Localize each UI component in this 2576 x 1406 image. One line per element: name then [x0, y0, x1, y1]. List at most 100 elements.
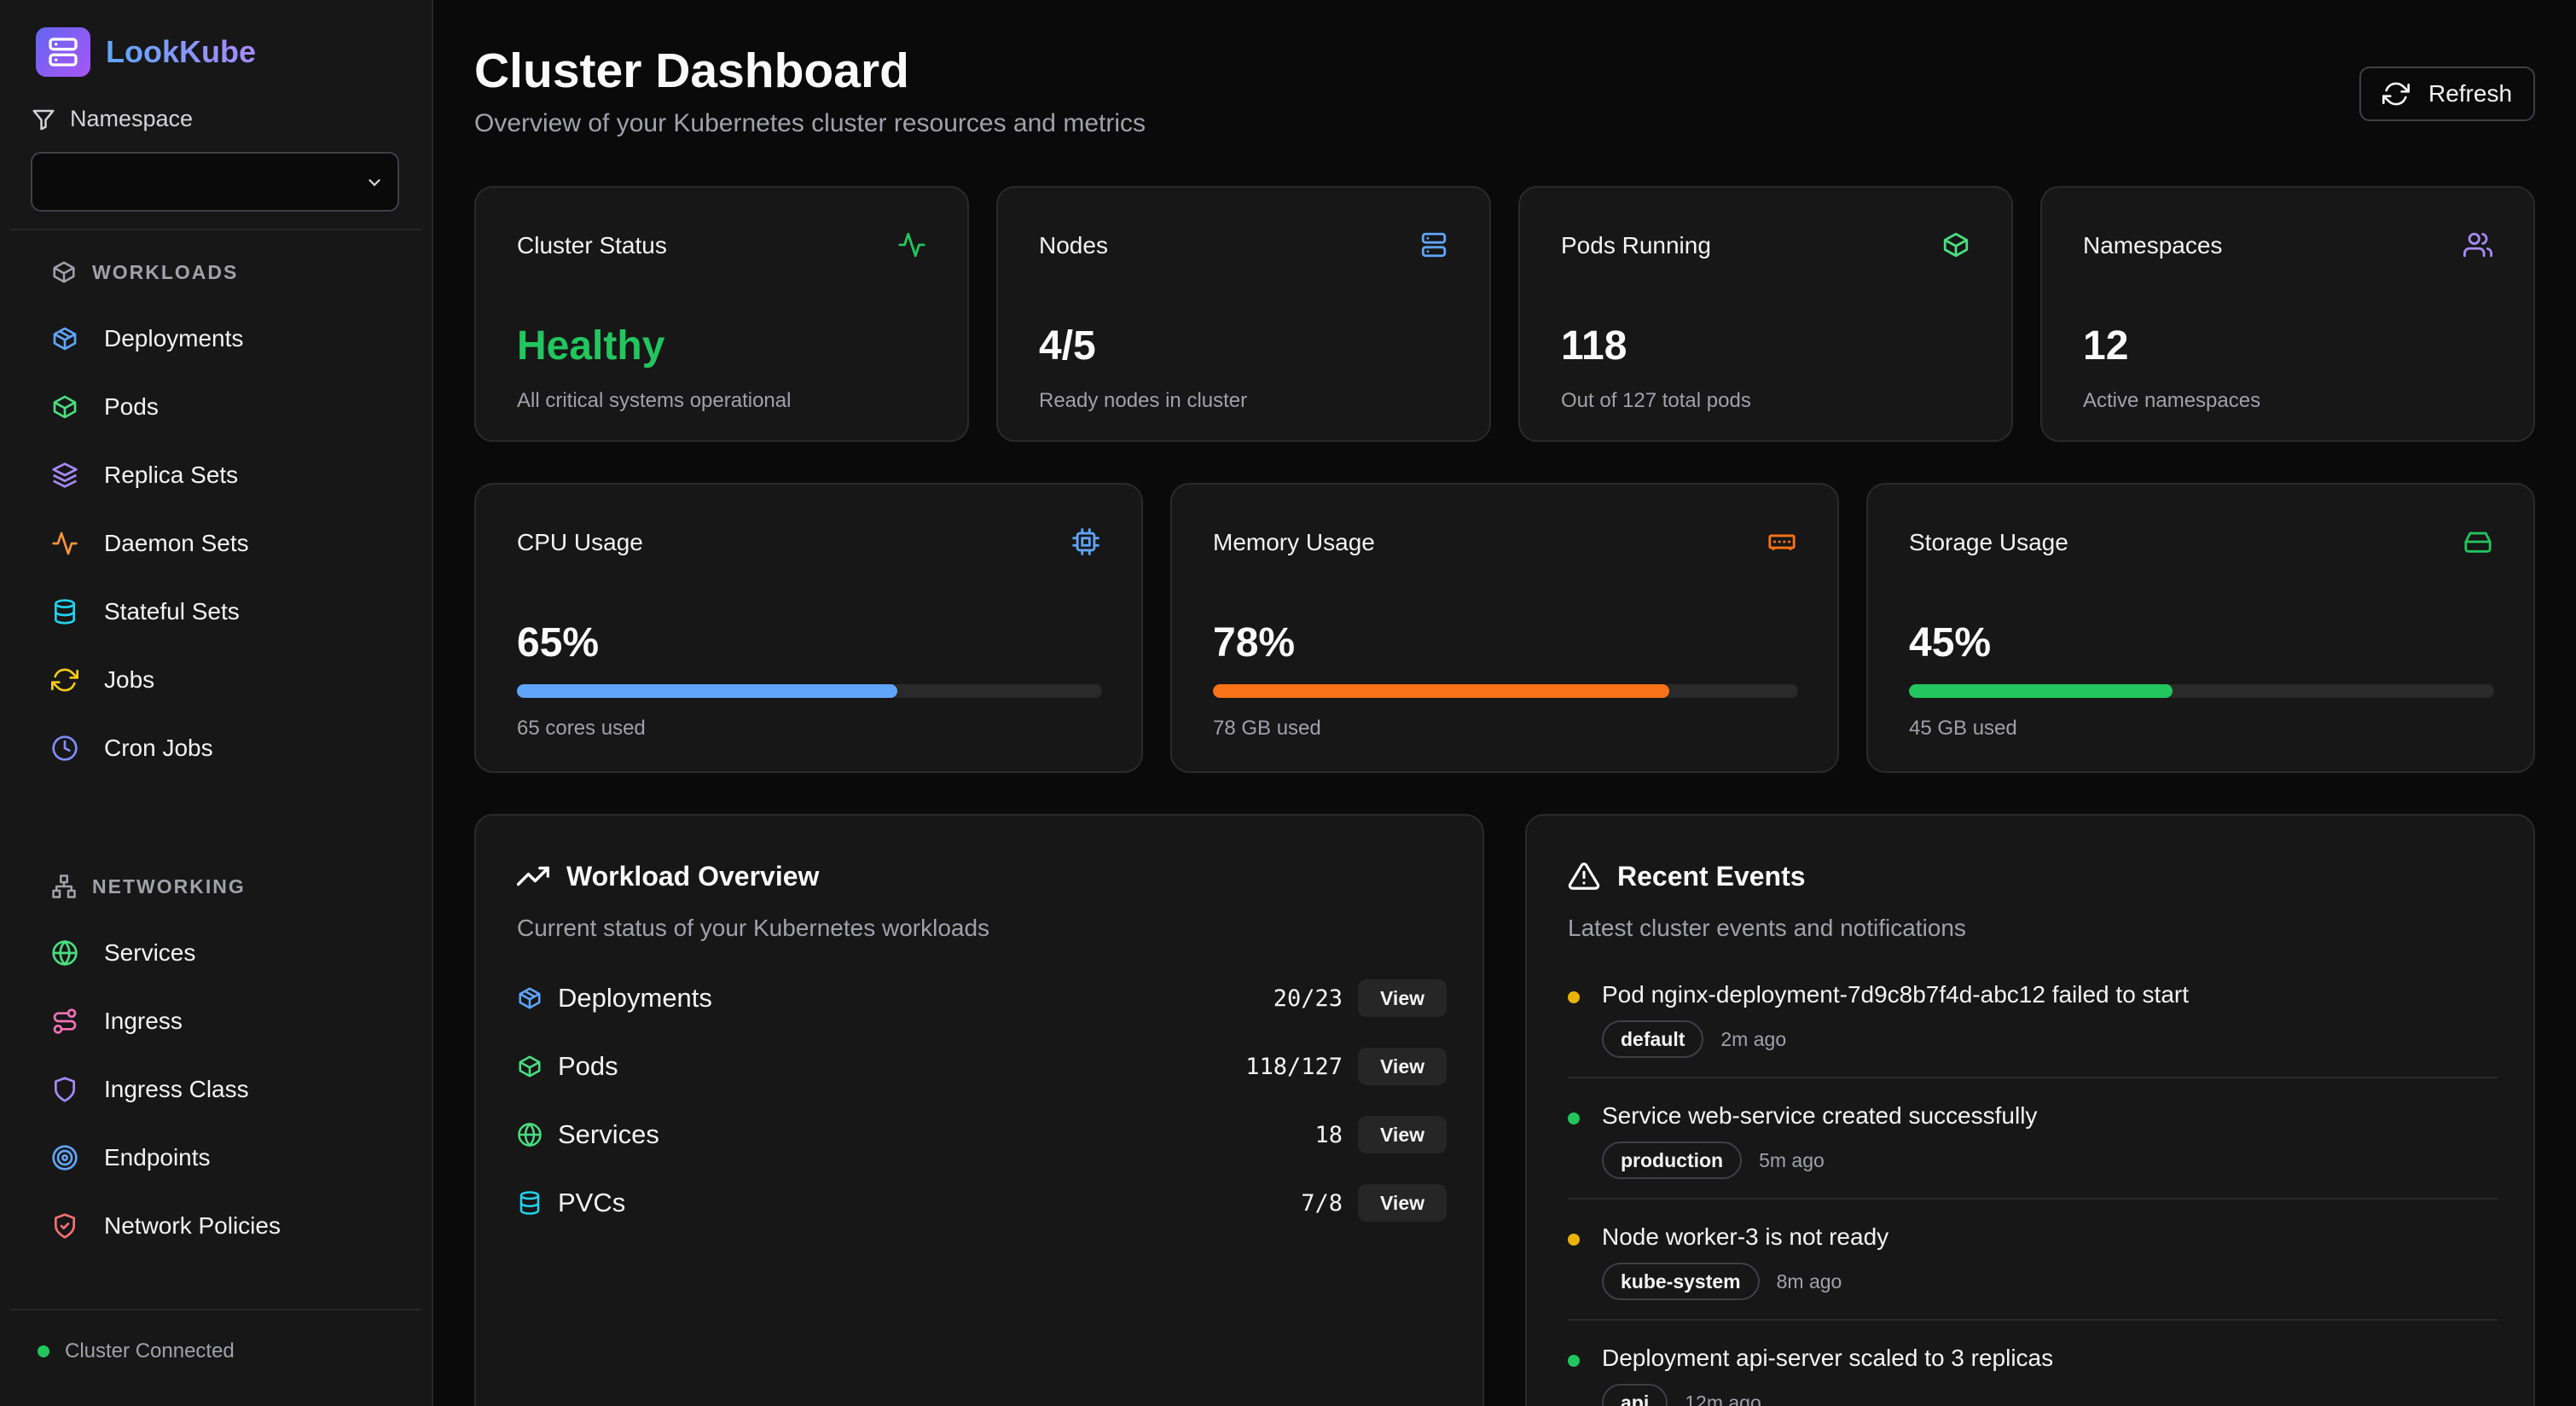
stat-card-pods-running: Pods Running 118 Out of 127 total pods [1518, 186, 2013, 442]
shield-icon [54, 1077, 75, 1102]
stat-value: 4/5 [1039, 323, 1096, 369]
sidebar-item-label: Daemon Sets [104, 530, 249, 556]
sidebar: LookKube Namespace WORKLOADS Deployments… [0, 0, 433, 1406]
stat-value: Healthy [517, 323, 665, 369]
workload-row-pvcs: PVCs 7/8 View [517, 1182, 1447, 1223]
pod-cube-icon [53, 395, 77, 419]
stat-subtext: Ready nodes in cluster [1039, 389, 1248, 412]
chevron-down-icon [368, 179, 380, 187]
sidebar-item-label: Services [104, 939, 196, 966]
event-severity-dot [1568, 1113, 1580, 1124]
pod-cube-icon [1943, 232, 1969, 258]
event-message: Deployment api-server scaled to 3 replic… [1602, 1345, 2054, 1371]
event-namespace-badge: production [1602, 1142, 1743, 1179]
event-time: 12m ago [1685, 1391, 1761, 1406]
filter-icon [32, 109, 55, 130]
sidebar-item-jobs[interactable]: Jobs [51, 654, 409, 706]
workload-count: 18 [1314, 1121, 1343, 1148]
sidebar-item-services[interactable]: Services [51, 927, 409, 979]
networking-section-title: NETWORKING [51, 874, 246, 899]
stat-title: Namespaces [2083, 232, 2223, 259]
sidebar-item-stateful-sets[interactable]: Stateful Sets [51, 586, 409, 637]
sidebar-item-label: Stateful Sets [104, 598, 240, 625]
event-namespace-badge: kube-system [1602, 1263, 1760, 1300]
deployments-icon [519, 987, 541, 1009]
namespace-label-text: Namespace [70, 106, 194, 131]
workload-row-deployments: Deployments 20/23 View [517, 978, 1447, 1019]
target-icon [52, 1145, 78, 1171]
status-dot [38, 1345, 49, 1357]
usage-value: 78% [1213, 620, 1296, 665]
globe-icon [518, 1122, 542, 1147]
cpu-progress-bar [517, 684, 1102, 698]
workloads-section-title: WORKLOADS [51, 259, 238, 285]
recent-events-panel: Recent Events Latest cluster events and … [1525, 814, 2535, 1406]
brand-logo[interactable]: LookKube [36, 27, 256, 77]
stat-title: Cluster Status [517, 232, 667, 259]
sidebar-item-pods[interactable]: Pods [51, 381, 409, 433]
namespace-select[interactable] [31, 152, 399, 212]
stat-value: 118 [1561, 323, 1627, 369]
event-divider [1568, 1319, 2498, 1321]
usage-card-memory: Memory Usage 78% 78 GB used [1170, 483, 1839, 773]
workload-row-services: Services 18 View [517, 1114, 1447, 1155]
sidebar-item-label: Replica Sets [104, 462, 239, 488]
event-message: Service web-service created successfully [1602, 1102, 2038, 1129]
alert-triangle-icon [1568, 863, 1600, 890]
stat-card-cluster-status: Cluster Status Healthy All critical syst… [474, 186, 969, 442]
brand-name: LookKube [106, 34, 256, 69]
server-logo-icon [36, 27, 90, 77]
view-services-button[interactable]: View [1358, 1116, 1447, 1153]
view-deployments-button[interactable]: View [1358, 979, 1447, 1017]
route-icon [53, 1008, 77, 1034]
sidebar-item-endpoints[interactable]: Endpoints [51, 1132, 409, 1183]
view-pvcs-button[interactable]: View [1358, 1184, 1447, 1222]
event-severity-dot [1568, 1355, 1580, 1367]
sidebar-item-replica-sets[interactable]: Replica Sets [51, 450, 409, 501]
event-severity-dot [1568, 1234, 1580, 1246]
sidebar-item-ingress-class[interactable]: Ingress Class [51, 1064, 409, 1115]
sidebar-item-network-policies[interactable]: Network Policies [51, 1200, 409, 1252]
workload-count: 7/8 [1301, 1189, 1343, 1217]
stat-card-namespaces: Namespaces 12 Active namespaces [2040, 186, 2535, 442]
page-subtitle: Overview of your Kubernetes cluster reso… [474, 109, 1146, 137]
globe-icon [52, 939, 78, 967]
sidebar-item-deployments[interactable]: Deployments [51, 313, 409, 364]
event-time: 2m ago [1720, 1027, 1787, 1050]
memory-progress-bar [1213, 684, 1798, 698]
database-icon [519, 1191, 540, 1215]
memory-progress-fill [1213, 684, 1670, 698]
usage-card-cpu: CPU Usage 65% 65 cores used [474, 483, 1143, 773]
stat-value: 12 [2083, 323, 2129, 369]
event-namespace-badge: default [1602, 1020, 1704, 1058]
sidebar-item-label: Deployments [104, 325, 244, 352]
stat-card-nodes: Nodes 4/5 Ready nodes in cluster [996, 186, 1491, 442]
sidebar-item-daemon-sets[interactable]: Daemon Sets [51, 518, 409, 569]
usage-subtext: 45 GB used [1909, 717, 2017, 740]
event-divider [1568, 1077, 2498, 1078]
stat-title: Nodes [1039, 232, 1108, 259]
refresh-button[interactable]: Refresh [2359, 67, 2535, 121]
event-message: Pod nginx-deployment-7d9c8b7f4d-abc12 fa… [1602, 981, 2189, 1008]
stat-subtext: Out of 127 total pods [1561, 389, 1751, 412]
recent-events-subtitle: Latest cluster events and notifications [1568, 915, 1966, 941]
sidebar-item-label: Cron Jobs [104, 735, 213, 761]
sidebar-item-label: Ingress Class [104, 1076, 249, 1102]
network-icon [52, 874, 76, 898]
storage-progress-bar [1909, 684, 2494, 698]
workload-row-pods: Pods 118/127 View [517, 1046, 1447, 1087]
layers-icon [52, 462, 78, 488]
view-pods-button[interactable]: View [1358, 1048, 1447, 1085]
hard-drive-icon [2464, 532, 2492, 553]
sidebar-item-label: Ingress [104, 1008, 183, 1034]
namespace-label: Namespace [31, 106, 193, 132]
sidebar-item-ingress[interactable]: Ingress [51, 996, 409, 1047]
box-icon [53, 261, 75, 283]
recent-events-title: Recent Events [1568, 860, 1806, 892]
sidebar-item-cron-jobs[interactable]: Cron Jobs [51, 723, 409, 774]
database-icon [55, 599, 75, 625]
workload-name: Services [558, 1119, 659, 1149]
workload-name: PVCs [558, 1188, 626, 1217]
stat-subtext: All critical systems operational [517, 389, 792, 412]
